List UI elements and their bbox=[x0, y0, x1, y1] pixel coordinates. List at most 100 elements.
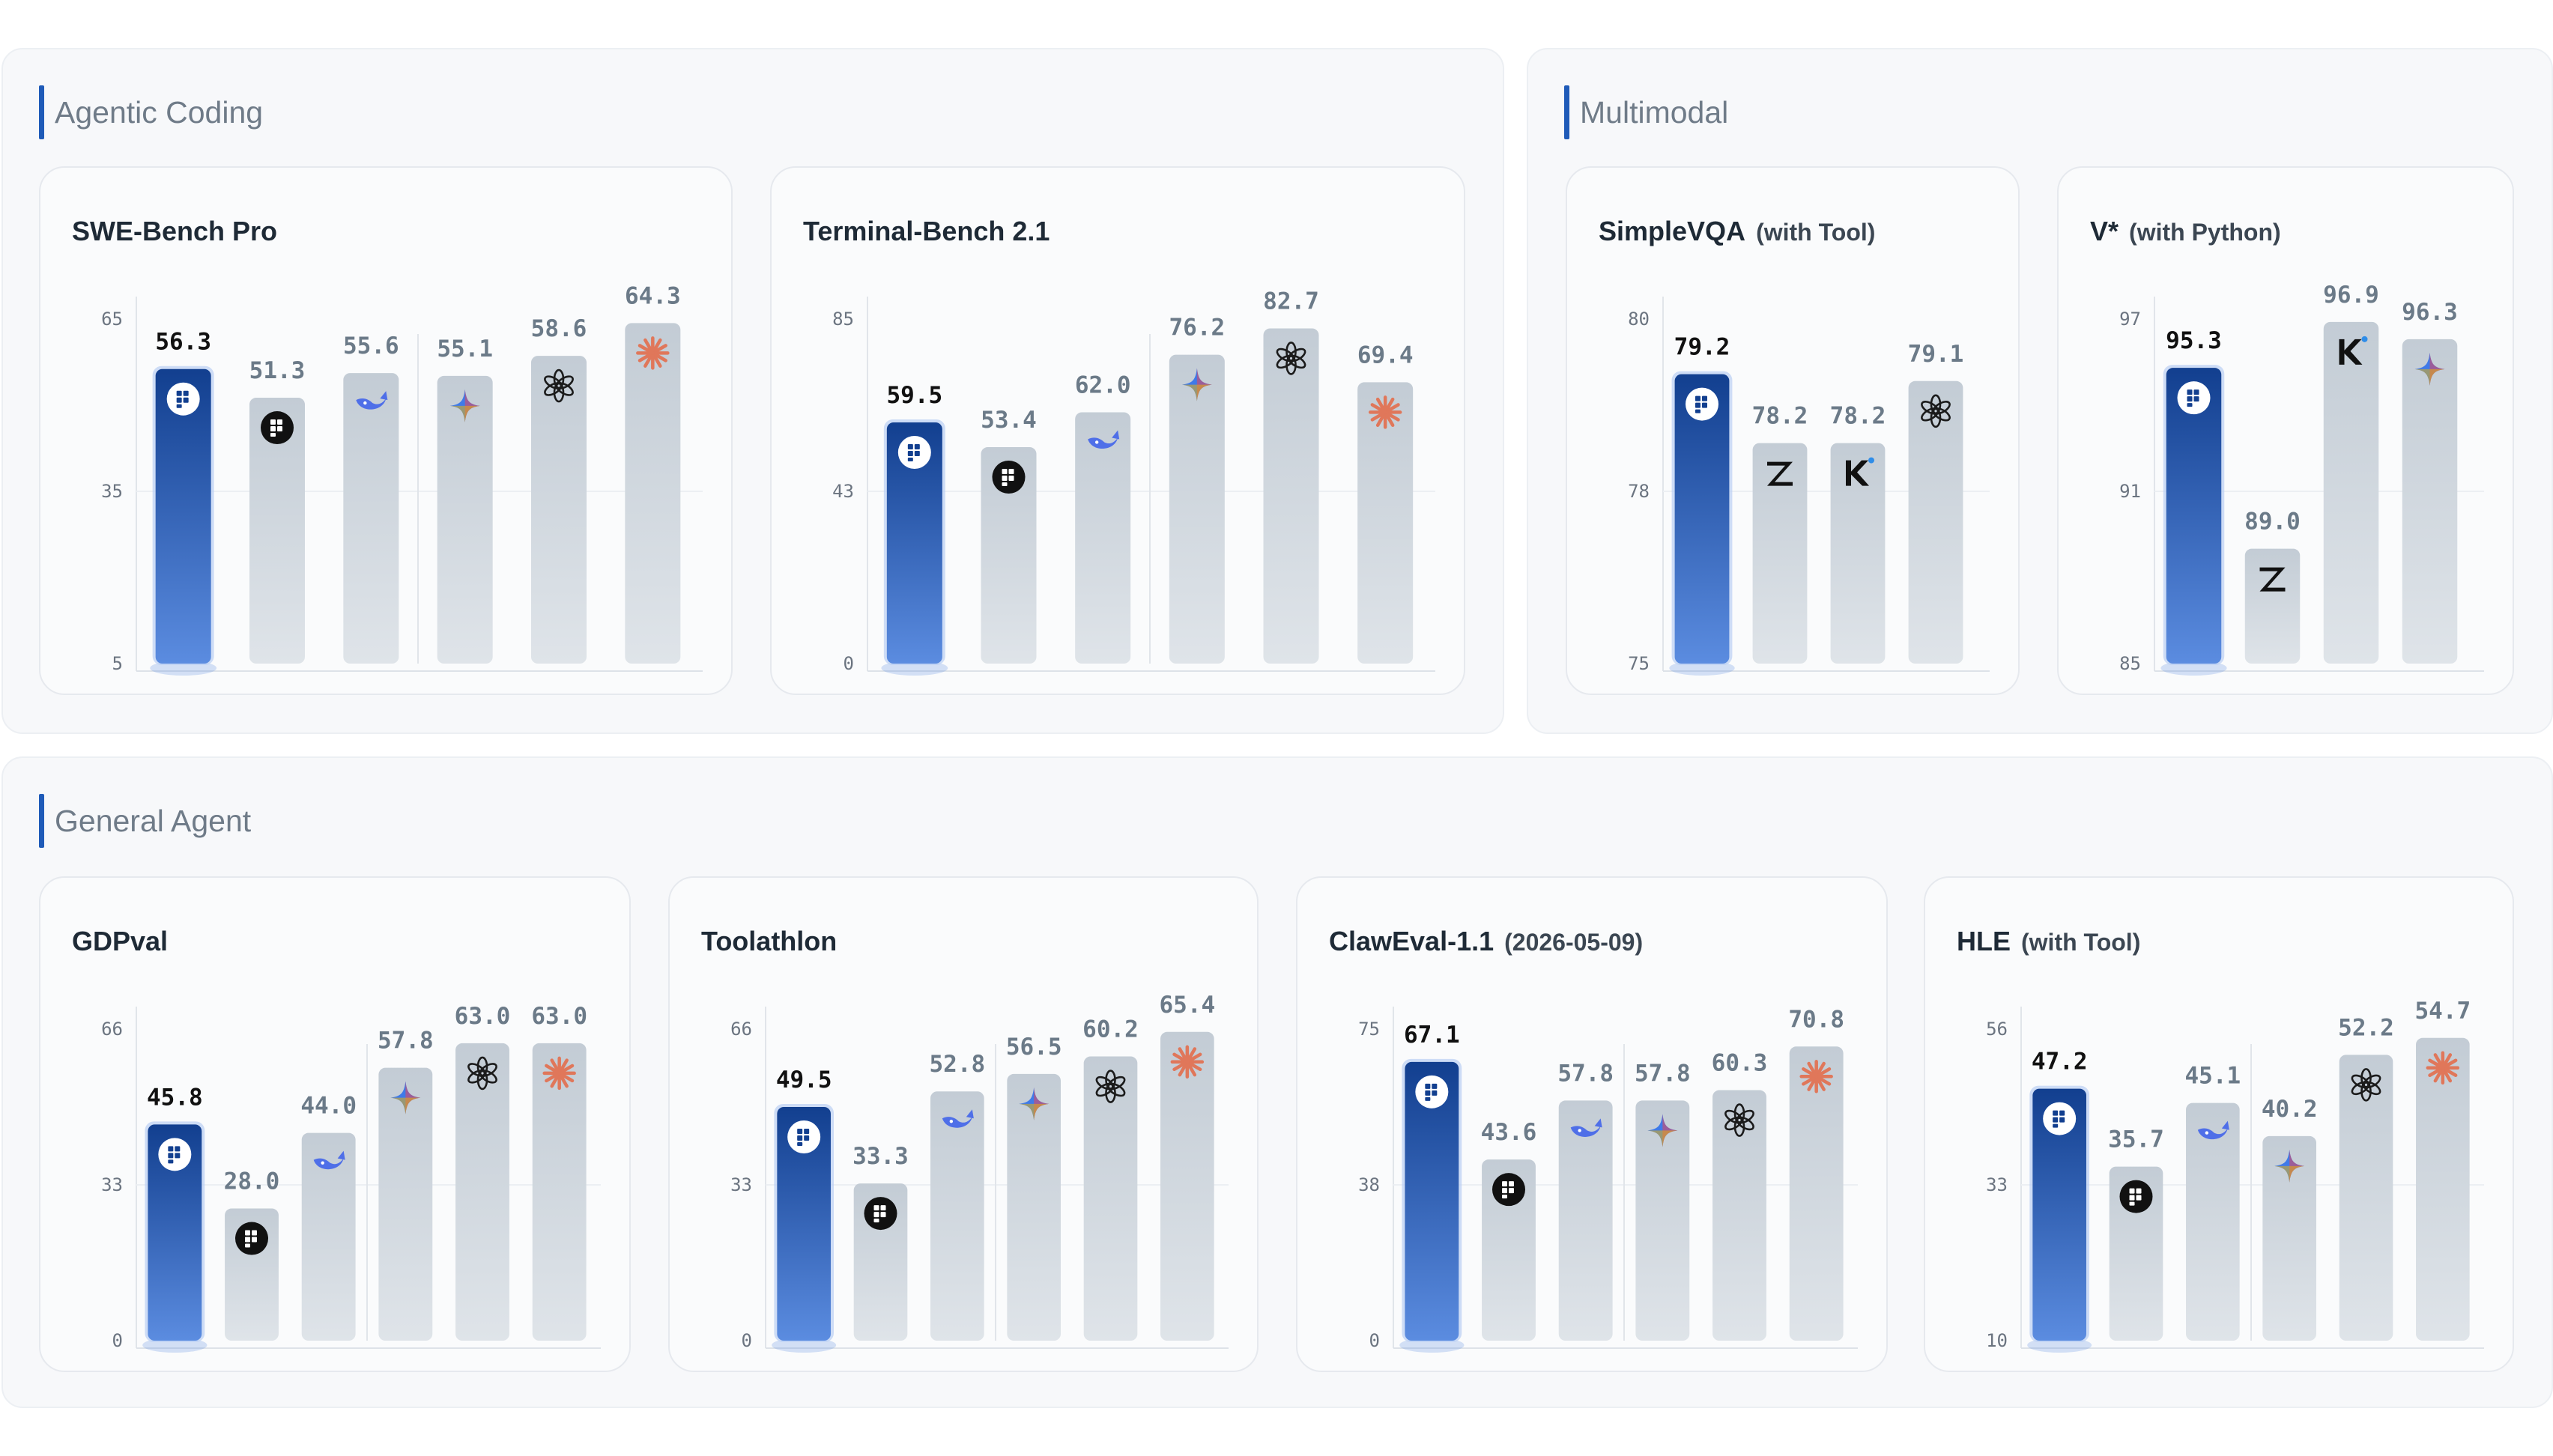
section-accent-bar bbox=[39, 85, 44, 139]
bar-value-label: 63.0 bbox=[531, 1003, 587, 1030]
y-tick-label: 65 bbox=[101, 309, 123, 330]
bar bbox=[2166, 368, 2222, 664]
openai-icon bbox=[1921, 394, 1951, 428]
k-logo-icon bbox=[2339, 336, 2368, 365]
bar-value-label: 57.8 bbox=[1635, 1060, 1691, 1087]
bar-value-label: 60.2 bbox=[1082, 1016, 1139, 1043]
bar bbox=[1357, 382, 1414, 664]
bar bbox=[1083, 1056, 1138, 1341]
bar-value-label: 96.9 bbox=[2323, 282, 2379, 309]
chart-card-swe-bench-pro: SWE-Bench Pro 65 35 5 56.3 51.3 55.6 55.1 58.6 6… bbox=[39, 166, 733, 695]
openai-icon bbox=[1095, 1070, 1126, 1103]
chart-card-terminal-bench: Terminal-Bench 2.1 85 43 0 59.5 53.4 62.0 76.2… bbox=[770, 166, 1465, 695]
bar-chart: 56 33 10 47.2 35.7 45.1 40.2 52.2 54.7 bbox=[1986, 998, 2484, 1353]
dark-logo-icon bbox=[864, 1197, 897, 1231]
openai-icon bbox=[1276, 342, 1306, 375]
bar-value-label: 60.3 bbox=[1712, 1050, 1768, 1077]
y-tick-label: 33 bbox=[101, 1174, 123, 1195]
section-title-general-agent: General Agent bbox=[39, 794, 251, 848]
section-title-agentic-coding: Agentic Coding bbox=[39, 85, 263, 139]
bar bbox=[1263, 328, 1319, 664]
bar bbox=[2402, 339, 2458, 664]
bar-value-label: 33.3 bbox=[852, 1143, 909, 1170]
y-tick-label: 0 bbox=[844, 653, 854, 674]
whale-icon bbox=[356, 391, 388, 410]
y-tick-label: 91 bbox=[2119, 481, 2141, 502]
bar bbox=[2032, 1088, 2086, 1341]
section-heading: General Agent bbox=[55, 803, 252, 838]
bar bbox=[155, 368, 211, 664]
bar-chart: 85 43 0 59.5 53.4 62.0 76.2 82.7 69.4 bbox=[832, 288, 1435, 676]
highlight-logo-icon bbox=[1415, 1075, 1449, 1108]
bar bbox=[2416, 1037, 2470, 1341]
highlight-logo-icon bbox=[2043, 1102, 2077, 1135]
chart-subtitle: (with Tool) bbox=[2021, 929, 2141, 956]
starburst-icon bbox=[1368, 395, 1402, 429]
sparkle-icon bbox=[449, 389, 480, 422]
bar-value-label: 45.8 bbox=[147, 1084, 203, 1111]
starburst-icon bbox=[1799, 1060, 1833, 1093]
bar-value-label: 89.0 bbox=[2244, 509, 2301, 536]
bar-value-label: 51.3 bbox=[249, 357, 306, 384]
bar-value-label: 67.1 bbox=[1404, 1022, 1460, 1049]
y-tick-label: 78 bbox=[1628, 481, 1650, 502]
sparkle-icon bbox=[390, 1081, 421, 1114]
dark-logo-icon bbox=[992, 461, 1026, 494]
highlight-logo-icon bbox=[1686, 387, 1718, 421]
bar-value-label: 76.2 bbox=[1169, 315, 1226, 342]
y-tick-label: 33 bbox=[1986, 1174, 2008, 1195]
bar bbox=[2109, 1166, 2163, 1341]
bar-value-label: 62.0 bbox=[1075, 371, 1131, 398]
bar-value-label: 44.0 bbox=[300, 1093, 357, 1120]
bar-value-label: 79.1 bbox=[1908, 341, 1964, 368]
openai-icon bbox=[544, 368, 574, 403]
dark-logo-icon bbox=[261, 411, 294, 445]
sparkle-icon bbox=[1647, 1114, 1678, 1147]
bar bbox=[378, 1067, 433, 1341]
bar bbox=[301, 1132, 356, 1341]
bar-chart: 75 38 0 67.1 43.6 57.8 57.8 60.3 70.8 bbox=[1358, 1006, 1858, 1353]
chart-subtitle: (with Tool) bbox=[1756, 219, 1876, 246]
whale-icon bbox=[2197, 1120, 2229, 1140]
bar-value-label: 95.3 bbox=[2166, 327, 2222, 354]
bar bbox=[249, 398, 305, 664]
bar-value-label: 57.8 bbox=[378, 1028, 434, 1055]
section-heading: Agentic Coding bbox=[55, 94, 264, 130]
bar bbox=[148, 1124, 202, 1341]
bar bbox=[1908, 380, 1963, 664]
highlight-logo-icon bbox=[166, 382, 200, 416]
bar bbox=[437, 375, 493, 664]
chart-title: SimpleVQA (with Tool) bbox=[1599, 216, 1876, 246]
bar-value-label: 53.4 bbox=[981, 407, 1037, 434]
openai-icon bbox=[2351, 1068, 2381, 1102]
bar bbox=[531, 356, 587, 664]
bar-value-label: 59.5 bbox=[887, 382, 943, 409]
bar-value-label: 70.8 bbox=[1788, 1006, 1844, 1033]
bar-value-label: 78.2 bbox=[1752, 403, 1808, 430]
chart-subtitle: (with Python) bbox=[2129, 219, 2281, 246]
y-tick-label: 33 bbox=[730, 1174, 752, 1195]
y-tick-label: 66 bbox=[101, 1019, 123, 1040]
bar-value-label: 69.4 bbox=[1357, 342, 1414, 368]
chart-card-toolathlon: Toolathlon 66 33 0 49.5 33.3 52.8 56.5 60.2 65.4 bbox=[668, 876, 1259, 1372]
bar-value-label: 52.8 bbox=[930, 1051, 986, 1078]
chart-title: GDPval bbox=[72, 926, 169, 956]
y-tick-label: 97 bbox=[2119, 309, 2141, 330]
whale-icon bbox=[1088, 430, 1120, 449]
highlight-logo-icon bbox=[2177, 381, 2211, 415]
chart-card-claweval: ClawEval-1.1 (2026-05-09) 75 38 0 67.1 43.6 57… bbox=[1296, 876, 1888, 1372]
y-tick-label: 85 bbox=[832, 309, 854, 330]
y-tick-label: 10 bbox=[1986, 1330, 2008, 1351]
bar-value-label: 40.2 bbox=[2262, 1096, 2318, 1123]
bar bbox=[1075, 412, 1131, 664]
k-logo-icon bbox=[1846, 457, 1874, 486]
starburst-icon bbox=[1170, 1045, 1205, 1079]
chart-title: HLE (with Tool) bbox=[1957, 926, 2141, 956]
sparkle-icon bbox=[2274, 1149, 2305, 1183]
highlight-logo-icon bbox=[897, 436, 931, 469]
y-tick-label: 0 bbox=[112, 1330, 123, 1351]
bar-value-label: 55.1 bbox=[437, 336, 493, 363]
starburst-icon bbox=[636, 336, 670, 370]
y-tick-label: 66 bbox=[730, 1019, 752, 1040]
chart-card-gdpval: GDPval 66 33 0 45.8 28.0 44.0 57.8 63.0 63.0 bbox=[39, 876, 631, 1372]
